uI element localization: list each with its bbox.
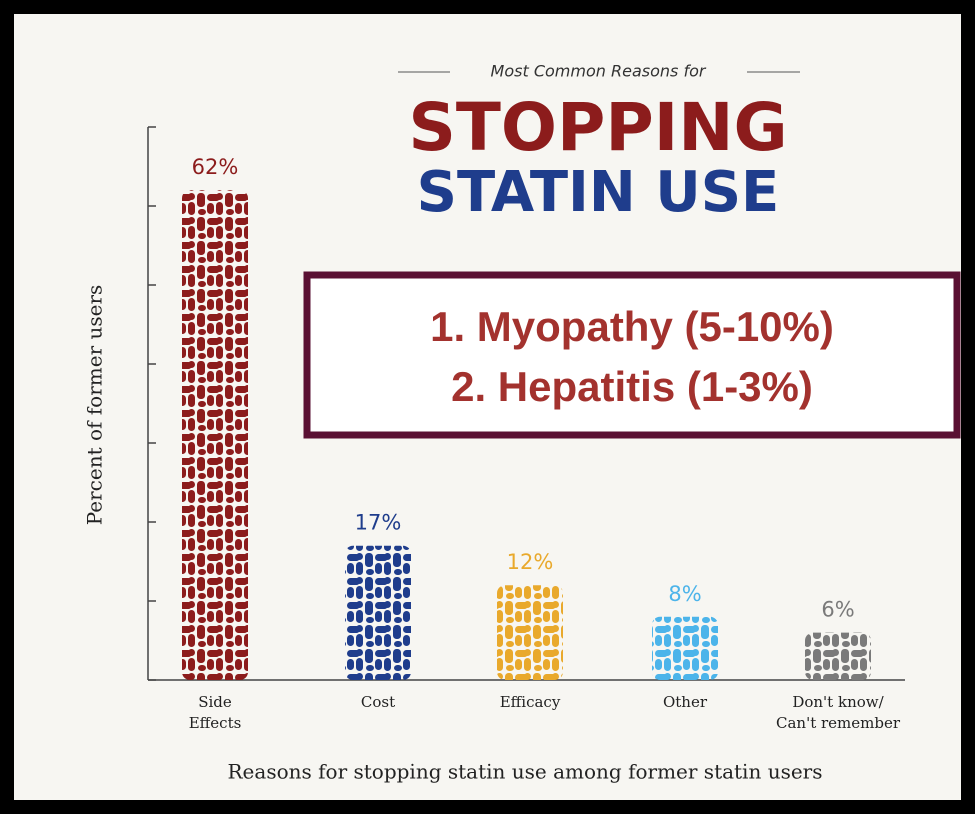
chart-title: STOPPING <box>408 89 787 166</box>
annotation: 1. Myopathy (5-10%) <box>430 303 834 350</box>
x-tick-label: Cost <box>360 693 396 711</box>
y-axis-label: Percent of former users <box>83 285 107 526</box>
x-tick-label: Side Effects <box>188 693 242 732</box>
bar <box>345 545 411 680</box>
bar <box>497 585 563 680</box>
bar <box>652 616 718 680</box>
x-tick-label: Efficacy <box>499 693 561 711</box>
x-tick-label: Don't know/ Can't remember <box>775 693 901 732</box>
value-label: 6% <box>821 598 854 622</box>
x-tick-label: Other <box>662 693 708 711</box>
annotation: 2. Hepatitis (1-3%) <box>451 363 813 410</box>
x-axis-label: Reasons for stopping statin use among fo… <box>228 760 823 784</box>
value-label: 12% <box>507 550 554 574</box>
value-label: 62% <box>192 155 239 179</box>
value-label: 17% <box>355 511 402 535</box>
kicker: Most Common Reasons for <box>491 62 707 81</box>
annotation-box <box>303 271 961 439</box>
value-label: 8% <box>668 582 701 606</box>
bar <box>182 190 248 680</box>
chart-subtitle: STATIN USE <box>417 160 780 225</box>
bar <box>805 632 871 680</box>
